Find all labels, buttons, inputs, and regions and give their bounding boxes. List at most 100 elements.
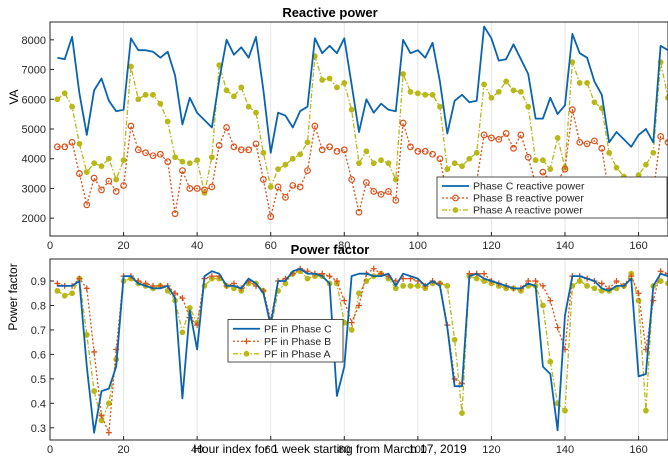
- data-point-phase-a-reactive-power: [76, 140, 83, 147]
- power-factor-x-tick-label: 0: [47, 444, 53, 456]
- power-factor-x-tick-label: 60: [265, 444, 277, 456]
- reactive-power-y-axis-label: VA: [7, 89, 21, 104]
- data-point-phase-a-reactive-power: [532, 157, 539, 164]
- reactive-power-series: [53, 25, 668, 221]
- power-factor-x-tick-label: 80: [338, 444, 350, 456]
- data-point-pf-in-phase-b: [98, 412, 105, 419]
- data-point-phase-b-reactive-power: [120, 182, 127, 189]
- data-point-phase-a-reactive-power: [665, 94, 668, 101]
- data-point-phase-a-reactive-power: [91, 160, 98, 167]
- reactive-power-y-tick-label: 4000: [22, 154, 46, 166]
- data-point-phase-a-reactive-power: [260, 149, 267, 156]
- data-point-phase-a-reactive-power: [510, 87, 517, 94]
- reactive-power-legend-box: [436, 176, 668, 219]
- series-line-pf-in-phase-c: [57, 267, 668, 434]
- data-point-pf-in-phase-a: [584, 283, 590, 289]
- power-factor-ticks: 0 20 40 60 80 100 120 140 160 0.3 0.4 0.5 0.6 0.7 0.8 0…: [31, 276, 648, 456]
- data-point-phase-a-reactive-power: [120, 157, 127, 164]
- data-point-pf-in-phase-b: [208, 273, 215, 280]
- data-point-phase-b-reactive-power: [215, 141, 223, 149]
- legend-label-pf-in-phase-a: PF in Phase A: [264, 348, 331, 360]
- data-point-phase-b-reactive-power: [333, 147, 341, 155]
- data-point-phase-a-reactive-power: [503, 78, 510, 85]
- data-point-phase-a-reactive-power: [481, 81, 487, 88]
- reactive-power-x-tick-label: 20: [117, 240, 129, 252]
- data-point-pf-in-phase-a: [54, 287, 61, 294]
- data-point-phase-b-reactive-power: [105, 177, 113, 185]
- data-point-phase-a-reactive-power: [282, 161, 289, 168]
- data-point-phase-b-reactive-power: [127, 122, 135, 130]
- data-point-phase-b-reactive-power: [510, 144, 517, 152]
- data-point-pf-in-phase-a: [643, 407, 649, 414]
- reactive-power-y-tick-label: 2000: [22, 213, 46, 225]
- data-point-phase-b-reactive-power: [576, 138, 584, 146]
- reactive-power-x-tick-label: 40: [191, 240, 203, 252]
- data-point-phase-b-reactive-power: [385, 188, 392, 195]
- data-point-phase-a-reactive-power: [540, 157, 546, 164]
- data-point-phase-b-reactive-power: [591, 137, 598, 145]
- power-factor-grid: [123, 259, 640, 440]
- data-point-pf-in-phase-a: [105, 400, 112, 407]
- data-point-phase-a-reactive-power: [348, 106, 355, 113]
- data-point-phase-b-reactive-power: [377, 190, 385, 198]
- data-point-phase-a-reactive-power: [172, 154, 178, 161]
- data-point-pf-in-phase-a: [547, 358, 554, 365]
- data-point-phase-b-reactive-power: [355, 208, 363, 216]
- data-point-phase-b-reactive-power: [326, 143, 333, 151]
- data-point-phase-b-reactive-power: [259, 176, 267, 183]
- data-point-phase-a-reactive-power: [356, 160, 362, 167]
- data-point-phase-b-reactive-power: [282, 193, 289, 201]
- data-point-phase-a-reactive-power: [400, 71, 407, 77]
- data-point-phase-b-reactive-power: [480, 131, 488, 139]
- legend-label-phase-b-reactive-power: Phase B reactive power: [473, 193, 584, 205]
- data-point-phase-a-reactive-power: [459, 163, 465, 170]
- data-point-phase-a-reactive-power: [105, 155, 112, 162]
- data-point-phase-a-reactive-power: [98, 163, 105, 170]
- data-point-phase-b-reactive-power: [392, 196, 400, 204]
- power-factor-x-tick-label: 140: [556, 444, 574, 456]
- data-point-pf-in-phase-a: [61, 292, 68, 299]
- data-point-phase-b-reactive-power: [149, 152, 157, 160]
- power-factor-series: [54, 265, 668, 436]
- data-point-phase-b-reactive-power: [561, 165, 569, 173]
- data-point-pf-in-phase-b: [179, 295, 186, 302]
- reactive-power-title: Reactive power: [282, 5, 377, 20]
- data-point-phase-b-reactive-power: [311, 122, 319, 130]
- data-point-phase-a-reactive-power: [289, 155, 296, 162]
- data-point-phase-a-reactive-power: [253, 109, 259, 116]
- data-point-phase-a-reactive-power: [576, 80, 583, 86]
- data-point-phase-a-reactive-power: [128, 63, 134, 70]
- data-point-phase-b-reactive-power: [267, 213, 275, 221]
- legend-marker-pf-in-phase-b: [243, 338, 250, 345]
- data-point-pf-in-phase-b: [326, 273, 333, 280]
- legend-marker-phase-b-reactive-power: [452, 194, 459, 202]
- data-point-pf-in-phase-a: [591, 285, 598, 292]
- power-factor-x-tick-label: 20: [117, 444, 129, 456]
- data-point-phase-b-reactive-power: [436, 155, 444, 163]
- data-point-phase-b-reactive-power: [171, 210, 179, 218]
- data-point-phase-a-reactive-power: [525, 103, 532, 110]
- data-point-phase-a-reactive-power: [422, 91, 429, 98]
- data-point-phase-a-reactive-power: [414, 90, 421, 97]
- data-point-pf-in-phase-a: [414, 283, 421, 289]
- data-point-phase-a-reactive-power: [613, 164, 620, 171]
- power-factor-y-tick-label: 0.4: [31, 398, 46, 410]
- data-point-phase-b-reactive-power: [657, 133, 665, 140]
- data-point-phase-b-reactive-power: [318, 146, 326, 154]
- data-point-phase-b-reactive-power: [598, 144, 606, 152]
- data-point-pf-in-phase-a: [451, 336, 458, 343]
- data-point-pf-in-phase-b: [598, 280, 605, 287]
- data-point-pf-in-phase-b: [341, 297, 348, 304]
- data-point-phase-b-reactive-power: [208, 183, 216, 191]
- power-factor-y-tick-label: 0.3: [31, 423, 46, 435]
- legend-marker-pf-in-phase-a: [243, 350, 250, 357]
- data-point-pf-in-phase-b: [370, 265, 377, 272]
- data-point-pf-in-phase-a: [179, 329, 186, 336]
- data-point-pf-in-phase-b: [54, 280, 61, 287]
- data-point-phase-a-reactive-power: [437, 103, 443, 110]
- power-factor-title: Power factor: [291, 242, 370, 257]
- data-point-phase-a-reactive-power: [208, 154, 215, 161]
- data-point-pf-in-phase-b: [635, 290, 642, 297]
- data-point-phase-a-reactive-power: [444, 166, 451, 173]
- data-point-phase-b-reactive-power: [201, 186, 208, 194]
